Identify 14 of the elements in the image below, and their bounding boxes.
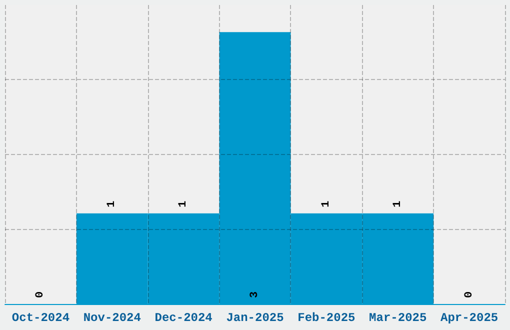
x-tick-label: Oct-2024 [12,311,70,325]
x-tick-label: Mar-2025 [369,311,427,325]
x-tick-label: Dec-2024 [154,311,212,325]
x-tick-label: Nov-2024 [83,311,141,325]
data-label: 1 [106,200,118,208]
x-tick-label: Apr-2025 [440,311,498,325]
data-label: 1 [392,200,404,208]
x-tick-label: Jan-2025 [226,311,284,325]
data-label: 1 [320,200,332,208]
x-tick-label: Feb-2025 [298,311,356,325]
data-label: 0 [34,291,47,298]
data-label: 3 [249,291,261,298]
data-label: 1 [178,200,190,208]
data-label: 0 [463,291,476,298]
